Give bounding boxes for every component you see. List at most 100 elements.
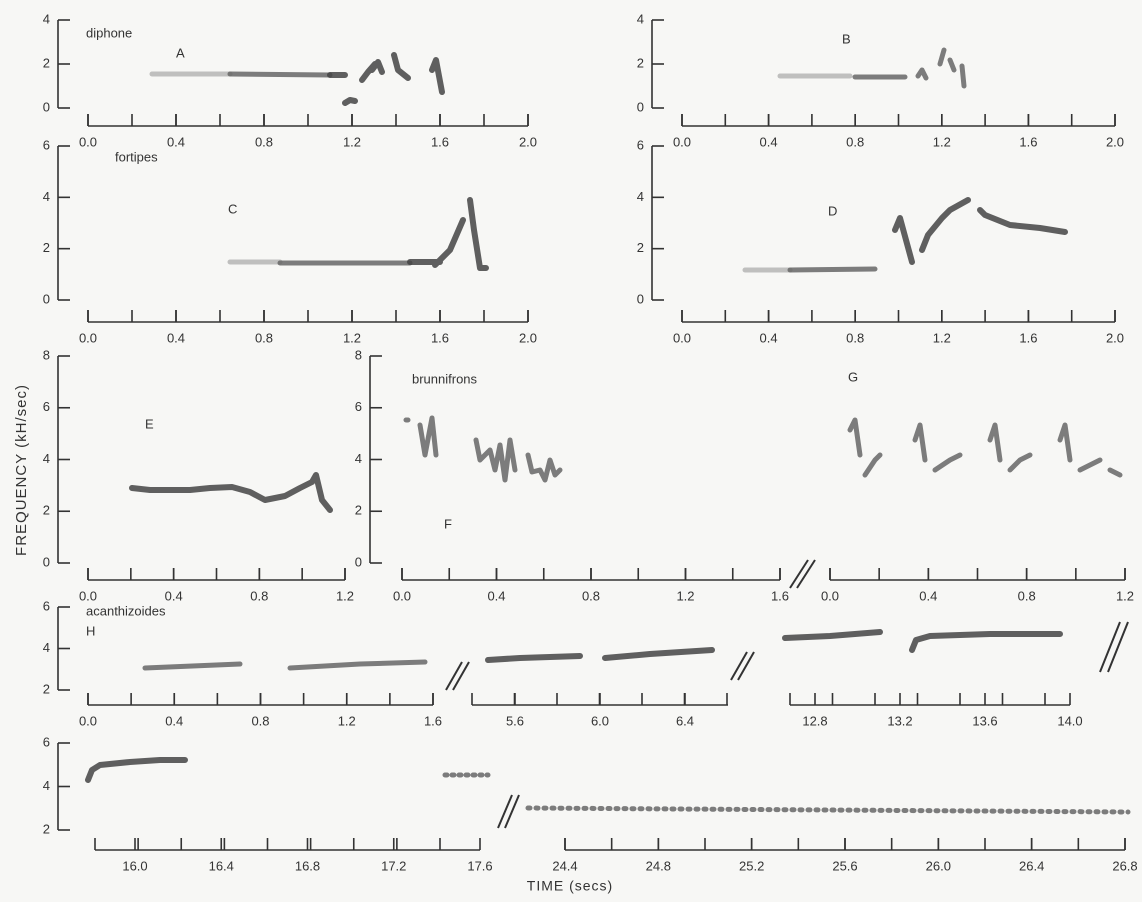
- x-tick-label: 1.6: [424, 713, 442, 728]
- x-tick-label: 0.0: [79, 330, 97, 345]
- x-tick-label: 0.4: [165, 588, 183, 603]
- x-tick-label: 0.8: [255, 330, 273, 345]
- x-tick-label: 24.4: [552, 858, 577, 873]
- x-tick-label: 5.6: [506, 713, 524, 728]
- x-tick-label: 1.2: [336, 588, 354, 603]
- y-tick-label: 4: [637, 11, 644, 26]
- y-tick-label: 0: [43, 554, 50, 569]
- x-tick-label: 1.2: [343, 330, 361, 345]
- x-tick-label: 1.2: [1116, 588, 1134, 603]
- x-tick-label: 0.4: [167, 330, 185, 345]
- x-tick-label: 2.0: [1106, 134, 1124, 149]
- x-tick-label: 26.4: [1019, 858, 1044, 873]
- page: {"y_axis_label": "FREQUENCY (kH/sec)", "…: [0, 0, 1142, 897]
- x-tick-label: 0.4: [165, 713, 183, 728]
- panel-label: H: [86, 623, 95, 638]
- x-tick-label: 1.6: [771, 588, 789, 603]
- species-label: acanthizoides: [86, 603, 166, 618]
- x-tick-label: 0.4: [919, 588, 937, 603]
- x-tick-label: 16.4: [209, 858, 234, 873]
- figure: FREQUENCY (kH/sec) TIME (secs) diphone f…: [0, 0, 1142, 897]
- species-label: brunnifrons: [412, 371, 478, 386]
- y-tick-label: 6: [637, 137, 644, 152]
- x-tick-label: 17.6: [467, 858, 492, 873]
- x-tick-label: 26.8: [1112, 858, 1137, 873]
- x-tick-label: 6.4: [676, 713, 694, 728]
- x-tick-label: 0.8: [251, 713, 269, 728]
- y-tick-label: 2: [43, 55, 50, 70]
- x-tick-label: 0.8: [1018, 588, 1036, 603]
- x-tick-label: 6.0: [591, 713, 609, 728]
- y-tick-label: 0: [43, 99, 50, 114]
- y-tick-label: 6: [43, 137, 50, 152]
- y-tick-label: 2: [43, 503, 50, 518]
- x-tick-label: 1.2: [343, 134, 361, 149]
- species-label: fortipes: [115, 149, 158, 164]
- y-tick-label: 4: [43, 451, 50, 466]
- y-tick-label: 4: [43, 778, 50, 793]
- x-tick-label: 1.6: [1019, 330, 1037, 345]
- x-tick-label: 13.6: [972, 713, 997, 728]
- x-tick-label: 1.2: [933, 330, 951, 345]
- x-axis-label: TIME (secs): [527, 878, 613, 894]
- x-tick-label: 0.8: [250, 588, 268, 603]
- y-tick-label: 6: [43, 734, 50, 749]
- y-tick-label: 2: [637, 55, 644, 70]
- y-axis-label: FREQUENCY (kH/sec): [13, 384, 30, 556]
- y-tick-label: 0: [43, 291, 50, 306]
- y-tick-label: 4: [637, 189, 644, 204]
- y-tick-label: 0: [637, 291, 644, 306]
- x-tick-label: 2.0: [1106, 330, 1124, 345]
- x-tick-label: 16.8: [295, 858, 320, 873]
- x-tick-label: 2.0: [519, 330, 537, 345]
- x-tick-label: 24.8: [646, 858, 671, 873]
- panel-label: E: [145, 416, 154, 431]
- x-tick-label: 0.4: [760, 330, 778, 345]
- y-tick-label: 8: [43, 347, 50, 362]
- y-tick-label: 0: [355, 554, 362, 569]
- x-tick-label: 0.0: [79, 588, 97, 603]
- x-tick-label: 0.4: [760, 134, 778, 149]
- x-tick-label: 0.0: [821, 588, 839, 603]
- x-tick-label: 0.8: [582, 588, 600, 603]
- x-tick-label: 1.6: [1019, 134, 1037, 149]
- sonogram-traces: [88, 50, 1128, 812]
- x-tick-label: 26.0: [926, 858, 951, 873]
- species-label: diphone: [86, 25, 132, 40]
- x-tick-label: 0.4: [487, 588, 505, 603]
- y-tick-label: 2: [43, 240, 50, 255]
- y-tick-label: 2: [637, 240, 644, 255]
- panel-label: C: [228, 201, 237, 216]
- y-tick-label: 4: [43, 640, 50, 655]
- x-tick-label: 0.0: [673, 134, 691, 149]
- x-tick-label: 1.6: [431, 330, 449, 345]
- x-tick-label: 0.0: [673, 330, 691, 345]
- x-tick-label: 25.2: [739, 858, 764, 873]
- x-tick-label: 0.8: [846, 134, 864, 149]
- x-tick-label: 0.8: [255, 134, 273, 149]
- y-tick-label: 8: [355, 347, 362, 362]
- y-tick-label: 4: [43, 11, 50, 26]
- x-tick-label: 1.2: [676, 588, 694, 603]
- x-tick-label: 14.0: [1057, 713, 1082, 728]
- x-tick-label: 17.2: [381, 858, 406, 873]
- x-tick-label: 13.2: [887, 713, 912, 728]
- y-tick-label: 6: [43, 598, 50, 613]
- panel-label: B: [842, 31, 851, 46]
- panel-label: F: [444, 516, 452, 531]
- x-tick-label: 0.0: [79, 134, 97, 149]
- x-tick-label: 16.0: [122, 858, 147, 873]
- x-tick-label: 25.6: [832, 858, 857, 873]
- x-tick-label: 2.0: [519, 134, 537, 149]
- y-tick-label: 4: [43, 189, 50, 204]
- y-tick-label: 2: [355, 503, 362, 518]
- x-tick-label: 12.8: [802, 713, 827, 728]
- panel-label: D: [828, 203, 837, 218]
- y-tick-label: 6: [355, 399, 362, 414]
- y-tick-label: 6: [43, 399, 50, 414]
- x-tick-label: 1.2: [338, 713, 356, 728]
- x-tick-label: 0.0: [79, 713, 97, 728]
- y-tick-label: 2: [43, 821, 50, 836]
- x-tick-label: 1.6: [431, 134, 449, 149]
- panel-label: G: [848, 369, 858, 384]
